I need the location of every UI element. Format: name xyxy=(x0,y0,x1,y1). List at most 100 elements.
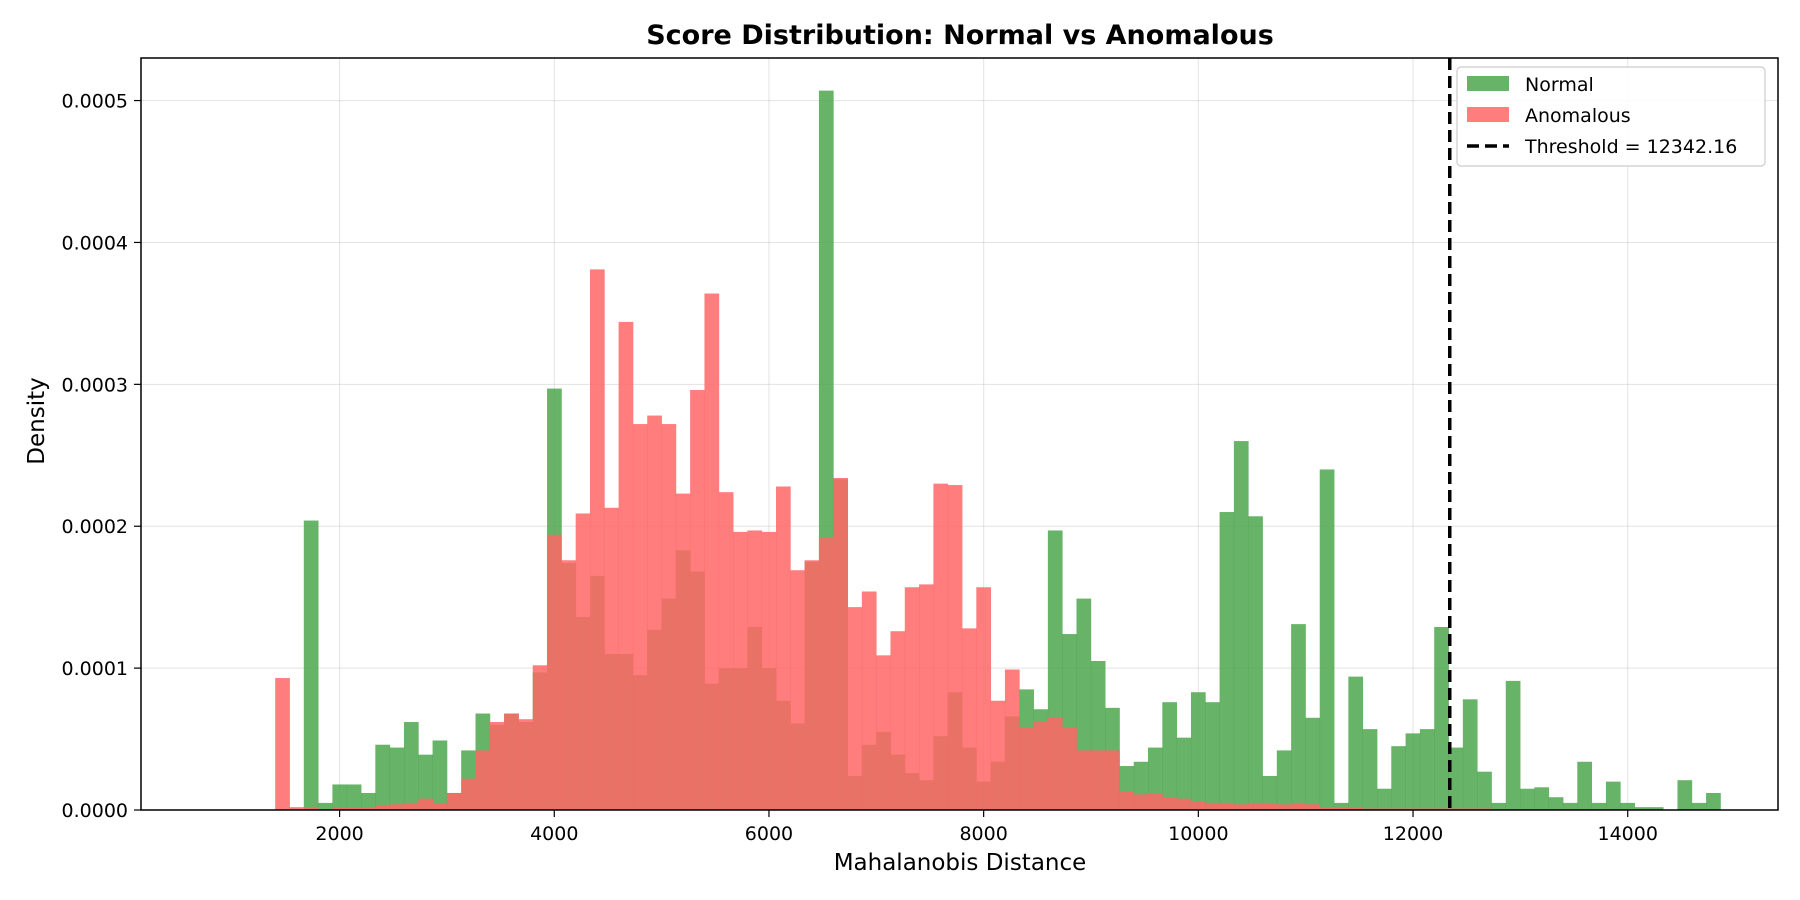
bar-normal xyxy=(1348,676,1364,810)
y-tick-label: 0.0004 xyxy=(62,232,128,254)
bar-normal xyxy=(1248,516,1263,810)
bar-normal xyxy=(1577,761,1593,810)
bar-anomalous xyxy=(919,584,934,810)
bar-anomalous xyxy=(547,534,562,810)
bar-anomalous xyxy=(1090,750,1106,810)
bar-anomalous xyxy=(761,531,777,810)
y-tick-label: 0.0003 xyxy=(62,374,128,396)
bar-normal xyxy=(403,722,419,810)
bar-anomalous xyxy=(1162,797,1178,810)
x-tick-label: 6000 xyxy=(745,823,793,845)
bar-anomalous xyxy=(818,537,834,810)
bar-normal xyxy=(1291,624,1306,810)
bar-anomalous xyxy=(833,477,848,810)
bar-normal xyxy=(303,520,319,810)
x-tick-label: 10000 xyxy=(1168,823,1228,845)
bar-anomalous xyxy=(690,390,705,810)
x-axis-ticks: 2000 4000 6000 8000 10000 12000 14000 xyxy=(315,810,1658,845)
bar-anomalous xyxy=(1319,807,1335,810)
bar-anomalous xyxy=(1176,798,1192,810)
bar-anomalous xyxy=(375,805,391,810)
legend-swatch-anomalous xyxy=(1467,107,1509,122)
bar-normal xyxy=(1219,512,1235,810)
bar-anomalous xyxy=(303,807,319,810)
bar-anomalous xyxy=(1248,802,1263,810)
legend-label-normal: Normal xyxy=(1525,74,1594,96)
legend-label-anomalous: Anomalous xyxy=(1525,105,1631,127)
bar-anomalous xyxy=(589,269,605,810)
bar-anomalous xyxy=(1105,750,1120,810)
bar-normal xyxy=(1477,771,1492,810)
bar-normal xyxy=(418,754,433,810)
bar-anomalous xyxy=(976,587,992,810)
bar-anomalous xyxy=(890,631,906,810)
bar-anomalous xyxy=(561,560,577,810)
bar-anomalous xyxy=(632,424,648,810)
bar-anomalous xyxy=(1076,750,1092,810)
bar-anomalous xyxy=(675,493,691,810)
x-tick-label: 12000 xyxy=(1383,823,1443,845)
bar-normal xyxy=(1233,441,1249,810)
chart-title: Score Distribution: Normal vs Anomalous xyxy=(646,20,1274,51)
bars-anomalous-series xyxy=(275,269,1492,810)
bar-normal xyxy=(1305,717,1321,810)
bar-anomalous xyxy=(747,530,763,810)
bar-normal xyxy=(1419,729,1435,810)
y-tick-label: 0.0002 xyxy=(62,516,128,538)
bar-anomalous xyxy=(1291,802,1306,810)
bar-normal xyxy=(1391,746,1406,810)
bar-anomalous xyxy=(876,655,891,810)
x-tick-label: 4000 xyxy=(530,823,578,845)
bar-anomalous xyxy=(361,807,376,810)
bar-anomalous xyxy=(1148,792,1163,810)
legend-box xyxy=(1456,66,1766,167)
bar-normal xyxy=(1548,797,1564,810)
bar-anomalous xyxy=(1133,794,1149,810)
bar-anomalous xyxy=(446,792,462,810)
legend: Normal Anomalous Threshold = 12342.16 xyxy=(1456,66,1766,167)
bar-anomalous xyxy=(1334,807,1349,810)
bar-anomalous xyxy=(618,321,634,810)
bar-normal xyxy=(318,802,333,810)
bar-normal xyxy=(1405,733,1421,810)
x-tick-label: 8000 xyxy=(959,823,1007,845)
y-tick-label: 0.0005 xyxy=(62,91,128,113)
bar-anomalous xyxy=(1019,727,1034,810)
bar-anomalous xyxy=(661,424,677,810)
bar-anomalous xyxy=(1276,804,1292,810)
bar-normal xyxy=(1605,781,1621,810)
bar-normal xyxy=(1462,699,1478,810)
bar-normal xyxy=(375,744,391,810)
bar-normal xyxy=(432,740,448,810)
bar-normal xyxy=(361,792,376,810)
bar-normal xyxy=(389,747,405,810)
bar-anomalous xyxy=(504,713,519,810)
bar-normal xyxy=(1362,729,1378,810)
y-tick-label: 0.0000 xyxy=(62,800,128,822)
bar-normal xyxy=(1505,680,1521,810)
y-tick-label: 0.0001 xyxy=(62,658,128,680)
bar-anomalous xyxy=(346,807,362,810)
bar-normal xyxy=(332,784,348,810)
bar-anomalous xyxy=(418,798,433,810)
bar-anomalous xyxy=(532,665,548,810)
bar-normal xyxy=(1205,702,1220,810)
bar-normal xyxy=(1634,807,1650,810)
bar-normal xyxy=(1562,802,1578,810)
bar-anomalous xyxy=(1062,727,1077,810)
bar-normal xyxy=(1176,737,1192,810)
bar-anomalous xyxy=(432,802,448,810)
bar-normal xyxy=(1534,787,1550,810)
bar-anomalous xyxy=(1033,722,1049,810)
x-tick-label: 14000 xyxy=(1597,823,1657,845)
bar-normal xyxy=(1691,802,1707,810)
bar-anomalous xyxy=(790,570,806,810)
bar-anomalous xyxy=(289,807,305,810)
bar-anomalous xyxy=(389,804,405,810)
bar-anomalous xyxy=(275,678,290,810)
bar-normal xyxy=(1706,792,1721,810)
bar-anomalous xyxy=(647,415,662,810)
bar-normal xyxy=(1648,807,1664,810)
bar-normal xyxy=(1677,780,1693,810)
bar-anomalous xyxy=(962,628,977,810)
